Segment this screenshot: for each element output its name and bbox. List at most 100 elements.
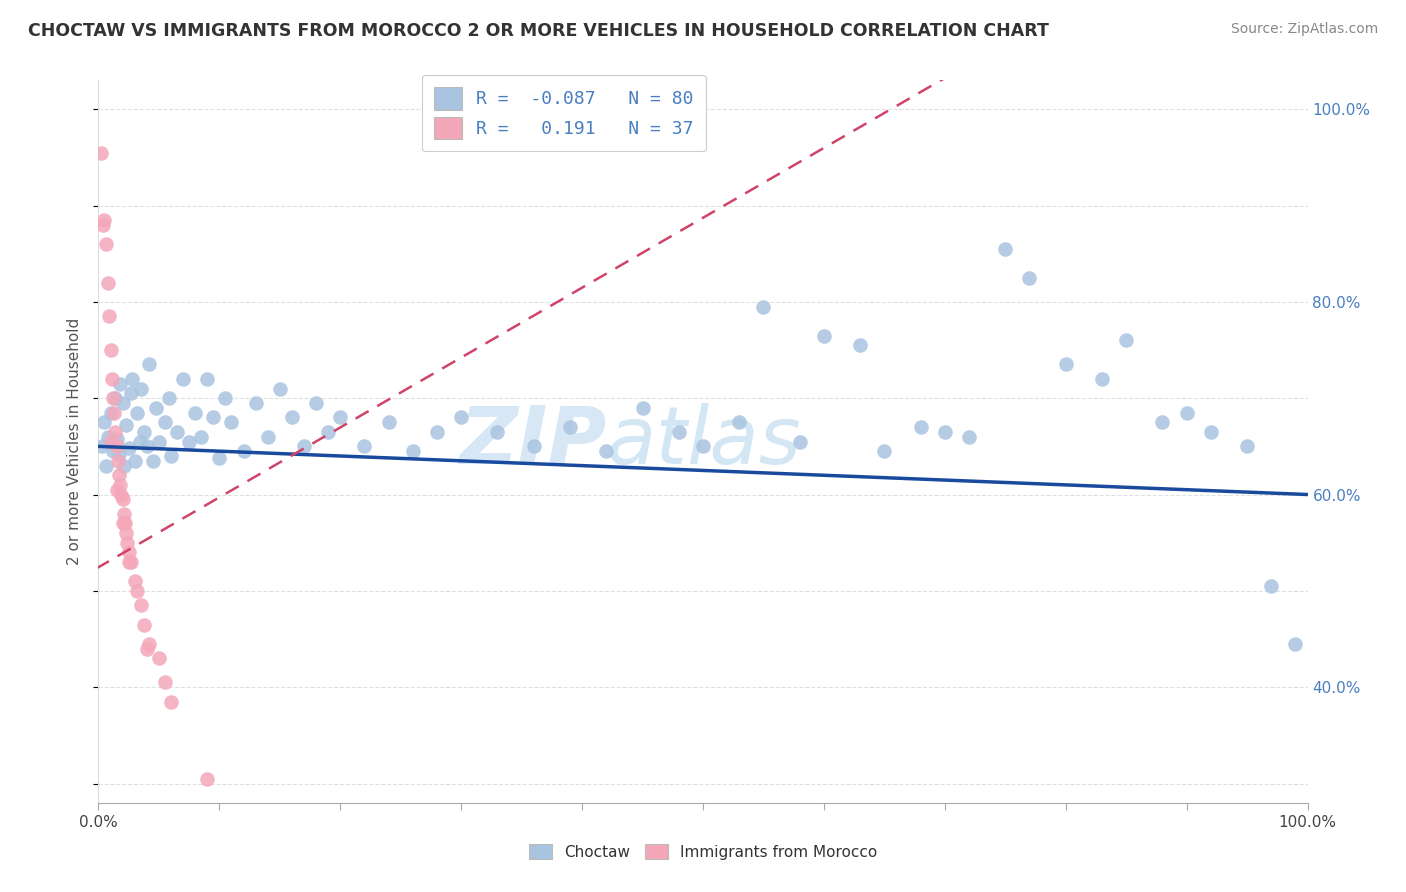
Point — [558, 420, 581, 434]
Point — [108, 468, 131, 483]
Point — [142, 454, 165, 468]
Point — [377, 415, 399, 429]
Point — [108, 376, 131, 391]
Point — [1018, 270, 1040, 285]
Point — [292, 439, 315, 453]
Point — [105, 432, 128, 446]
Point — [221, 415, 243, 429]
Point — [179, 434, 201, 449]
Point — [91, 218, 114, 232]
Point — [813, 328, 835, 343]
Text: CHOCTAW VS IMMIGRANTS FROM MOROCCO 2 OR MORE VEHICLES IN HOUSEHOLD CORRELATION C: CHOCTAW VS IMMIGRANTS FROM MOROCCO 2 OR … — [28, 22, 1049, 40]
Point — [1284, 637, 1306, 651]
Point — [148, 651, 170, 665]
Point — [101, 391, 124, 405]
Point — [93, 213, 115, 227]
Point — [98, 310, 121, 324]
Point — [135, 439, 157, 453]
Point — [104, 391, 127, 405]
Point — [105, 439, 128, 453]
Point — [138, 358, 160, 372]
Point — [256, 430, 278, 444]
Point — [245, 396, 267, 410]
Point — [631, 401, 654, 415]
Point — [153, 675, 176, 690]
Point — [329, 410, 352, 425]
Point — [107, 454, 129, 468]
Point — [129, 599, 152, 613]
Point — [1091, 372, 1114, 386]
Legend: Choctaw, Immigrants from Morocco: Choctaw, Immigrants from Morocco — [522, 836, 884, 867]
Point — [124, 574, 146, 589]
Point — [103, 406, 125, 420]
Point — [135, 641, 157, 656]
Point — [523, 439, 546, 453]
Point — [105, 483, 128, 497]
Point — [957, 430, 980, 444]
Point — [190, 430, 212, 444]
Point — [426, 425, 449, 439]
Point — [486, 425, 509, 439]
Point — [108, 447, 131, 461]
Point — [120, 386, 142, 401]
Point — [166, 425, 188, 439]
Point — [120, 555, 142, 569]
Point — [97, 276, 120, 290]
Point — [100, 372, 122, 386]
Point — [172, 372, 194, 386]
Point — [128, 434, 150, 449]
Point — [789, 434, 811, 449]
Point — [114, 516, 136, 531]
Point — [111, 516, 134, 531]
Point — [208, 450, 231, 465]
Point — [1199, 425, 1222, 439]
Point — [148, 434, 170, 449]
Point — [101, 444, 124, 458]
Point — [195, 372, 218, 386]
Point — [160, 449, 183, 463]
Point — [1152, 415, 1174, 429]
Point — [124, 454, 146, 468]
Point — [115, 418, 138, 433]
Point — [129, 382, 152, 396]
Point — [97, 430, 120, 444]
Point — [668, 425, 690, 439]
Point — [728, 415, 751, 429]
Point — [1115, 334, 1137, 348]
Point — [111, 492, 134, 507]
Point — [450, 410, 472, 425]
Point — [134, 617, 156, 632]
Point — [232, 444, 254, 458]
Point — [127, 583, 149, 598]
Point — [118, 442, 141, 456]
Point — [281, 410, 304, 425]
Point — [94, 458, 117, 473]
Point — [195, 772, 218, 786]
Point — [127, 406, 149, 420]
Point — [402, 444, 425, 458]
Text: ZIP: ZIP — [458, 402, 606, 481]
Point — [214, 391, 236, 405]
Point — [157, 391, 180, 405]
Point — [112, 507, 135, 521]
Point — [849, 338, 872, 352]
Point — [115, 526, 138, 541]
Point — [117, 535, 139, 549]
Point — [184, 406, 207, 420]
Point — [202, 410, 225, 425]
Point — [110, 487, 132, 501]
Point — [910, 420, 932, 434]
Point — [118, 545, 141, 559]
Y-axis label: 2 or more Vehicles in Household: 2 or more Vehicles in Household — [67, 318, 83, 566]
Point — [160, 695, 183, 709]
Point — [145, 401, 167, 415]
Point — [112, 458, 135, 473]
Point — [316, 425, 339, 439]
Point — [153, 415, 176, 429]
Point — [94, 237, 117, 252]
Point — [934, 425, 956, 439]
Point — [100, 406, 122, 420]
Point — [134, 425, 156, 439]
Text: atlas: atlas — [606, 402, 801, 481]
Point — [1054, 358, 1077, 372]
